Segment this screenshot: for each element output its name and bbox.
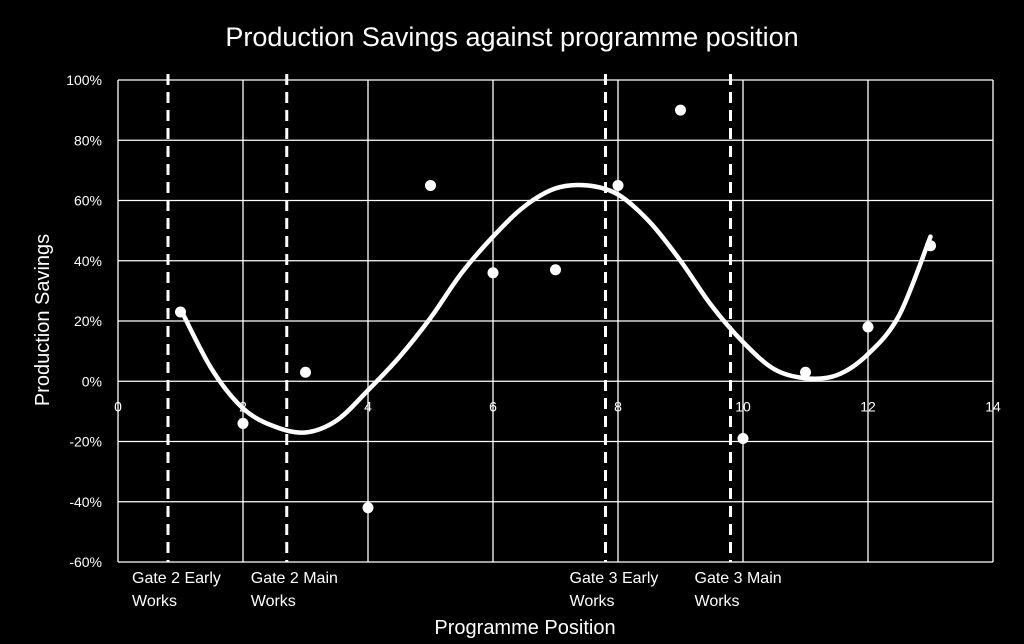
- data-point: [675, 104, 686, 116]
- data-point: [612, 179, 624, 191]
- gate-label: Gate 2 Early: [132, 570, 221, 587]
- x-tick-label: 14: [985, 398, 1001, 414]
- y-tick-label: -20%: [69, 434, 102, 450]
- y-tick-label: -60%: [69, 554, 102, 570]
- gate-lines: [166, 74, 732, 562]
- y-tick-label: 80%: [74, 132, 102, 148]
- grid: [117, 79, 994, 563]
- annotations-layer: Gate 2 Early Works Gate 2 Main Works Gate 3 …: [132, 570, 782, 610]
- y-tick-label: 20%: [74, 313, 102, 329]
- gate-label: Works: [695, 593, 740, 610]
- data-point: [862, 321, 874, 333]
- gate-label: Works: [570, 593, 615, 610]
- tick-labels: -60%-40%-20%0%20%40%60%80%100%0 2 4 6 8 10 12 1…: [66, 72, 1001, 570]
- data-point: [175, 306, 186, 318]
- data-point: [800, 366, 811, 378]
- gate-label: Gate 3 Main: [695, 570, 782, 587]
- y-tick-label: 60%: [74, 193, 102, 209]
- data-point: [925, 240, 936, 252]
- trendline: [178, 182, 933, 435]
- gate-label: Works: [251, 593, 296, 610]
- points-layer: [175, 104, 936, 514]
- y-axis-label: Production Savings: [32, 234, 54, 406]
- y-tick-label: 100%: [66, 72, 102, 88]
- x-tick-label: 4: [364, 398, 372, 414]
- data-point: [237, 417, 249, 429]
- gate-label: Works: [132, 593, 177, 610]
- gate-label: Gate 2 Main: [251, 570, 338, 587]
- data-point: [300, 366, 311, 378]
- x-tick-label: 10: [735, 398, 751, 414]
- x-tick-label: 0: [114, 398, 122, 414]
- data-point: [362, 502, 374, 514]
- x-tick-label: 6: [489, 398, 497, 414]
- gate-label: Gate 3 Early: [570, 570, 659, 587]
- chart-title: Production Savings against programme pos…: [225, 22, 798, 52]
- y-tick-label: -40%: [69, 494, 102, 510]
- y-tick-label: 40%: [74, 253, 102, 269]
- y-tick-label: 0%: [82, 373, 102, 389]
- trendline-layer: [178, 182, 933, 435]
- data-point: [425, 179, 436, 191]
- x-axis-label: Programme Position: [434, 617, 615, 639]
- data-point: [487, 267, 499, 279]
- x-tick-label: 12: [860, 398, 876, 414]
- data-point: [550, 264, 561, 276]
- x-tick-label: 8: [614, 398, 622, 414]
- data-point: [737, 432, 749, 444]
